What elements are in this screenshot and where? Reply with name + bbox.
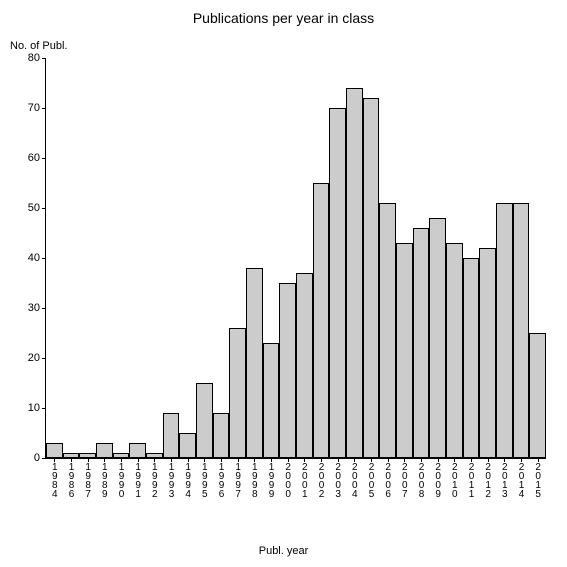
y-tick-mark [42, 408, 46, 409]
y-tick-label: 10 [28, 402, 40, 414]
bar [496, 203, 513, 458]
x-tick-label: 2006 [383, 462, 393, 498]
x-tick-label: 2003 [333, 462, 343, 498]
y-tick-mark [42, 258, 46, 259]
bar [379, 203, 396, 458]
x-tick-label: 2010 [449, 462, 459, 498]
bar [163, 413, 180, 458]
y-tick-label: 40 [28, 252, 40, 264]
y-tick-mark [42, 158, 46, 159]
bar [229, 328, 246, 458]
x-tick-label: 1990 [116, 462, 126, 498]
x-tick-label: 2014 [516, 462, 526, 498]
y-tick-mark [42, 358, 46, 359]
bar [46, 443, 63, 458]
x-tick-label: 2009 [433, 462, 443, 498]
y-tick-mark [42, 108, 46, 109]
x-axis-label: Publ. year [0, 545, 567, 557]
y-tick-mark [42, 208, 46, 209]
bar [396, 243, 413, 458]
y-tick-mark [42, 58, 46, 59]
bar [213, 413, 230, 458]
y-tick-label: 50 [28, 202, 40, 214]
y-tick-mark [42, 308, 46, 309]
bar [263, 343, 280, 458]
bar [279, 283, 296, 458]
y-tick-label: 60 [28, 152, 40, 164]
chart-container: Publications per year in class No. of Pu… [0, 0, 567, 567]
x-tick-label: 2000 [283, 462, 293, 498]
bar [479, 248, 496, 458]
bar [296, 273, 313, 458]
bar [129, 443, 146, 458]
x-tick-label: 2015 [533, 462, 543, 498]
x-tick-label: 1995 [199, 462, 209, 498]
x-tick-label: 1999 [266, 462, 276, 498]
bar [346, 88, 363, 458]
x-tick-label: 1996 [216, 462, 226, 498]
x-tick-label: 2011 [466, 462, 476, 498]
x-tick-label: 1984 [49, 462, 59, 498]
bar [313, 183, 330, 458]
x-tick-label: 1991 [133, 462, 143, 498]
x-tick-label: 2002 [316, 462, 326, 498]
bar [246, 268, 263, 458]
x-tick-label: 1986 [66, 462, 76, 498]
y-tick-label: 30 [28, 302, 40, 314]
x-tick-label: 2013 [499, 462, 509, 498]
bar [513, 203, 530, 458]
x-tick-label: 2005 [366, 462, 376, 498]
bar [363, 98, 380, 458]
x-tick-label: 2007 [399, 462, 409, 498]
x-tick-label: 2004 [349, 462, 359, 498]
bar [329, 108, 346, 458]
y-tick-label: 0 [34, 452, 40, 464]
bars-layer [46, 58, 546, 458]
x-tick-label: 2008 [416, 462, 426, 498]
y-tick-label: 80 [28, 52, 40, 64]
x-tick-label: 1989 [99, 462, 109, 498]
y-tick-label: 70 [28, 102, 40, 114]
x-tick-label: 1992 [149, 462, 159, 498]
bar [463, 258, 480, 458]
bar [429, 218, 446, 458]
chart-title: Publications per year in class [0, 10, 567, 26]
bar [179, 433, 196, 458]
y-axis-label: No. of Publ. [10, 40, 67, 52]
x-tick-label: 1987 [83, 462, 93, 498]
bar [96, 443, 113, 458]
bar [413, 228, 430, 458]
bar [446, 243, 463, 458]
x-tick-label: 2012 [483, 462, 493, 498]
bar [529, 333, 546, 458]
x-tick-label: 1994 [183, 462, 193, 498]
plot-area: 0102030405060708019841986198719891990199… [45, 58, 546, 459]
x-tick-label: 2001 [299, 462, 309, 498]
x-tick-label: 1993 [166, 462, 176, 498]
x-tick-label: 1998 [249, 462, 259, 498]
y-tick-mark [42, 458, 46, 459]
y-tick-label: 20 [28, 352, 40, 364]
x-tick-label: 1997 [233, 462, 243, 498]
bar [196, 383, 213, 458]
